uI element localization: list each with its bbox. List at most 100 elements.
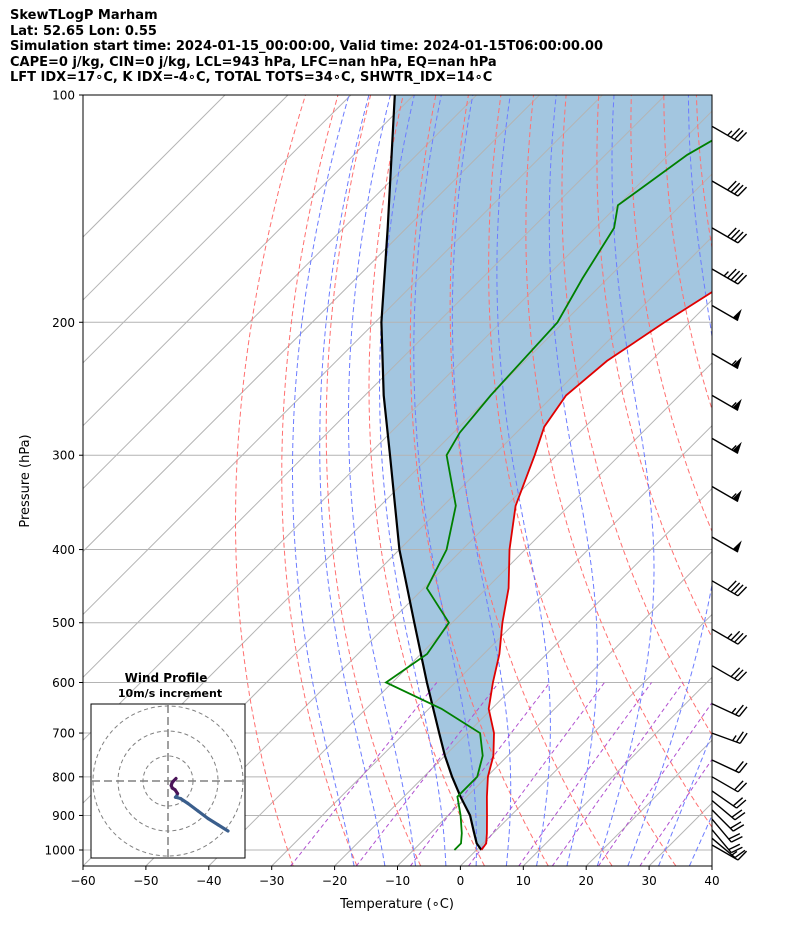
dry-adiabat (663, 95, 712, 411)
barb-flag (728, 843, 741, 851)
isotherm-line (83, 95, 415, 427)
moist-adiabats (292, 95, 712, 866)
barb-flag (737, 186, 748, 197)
barb-staff (711, 628, 739, 645)
mixing-ratio-line (409, 682, 551, 866)
barb-flag (732, 824, 745, 832)
mixing-ratio-line (290, 682, 438, 866)
barb-pennant (732, 540, 742, 552)
barb-flag (730, 270, 741, 281)
isotherm-line (83, 95, 603, 616)
barb-flag (727, 227, 737, 238)
isotherm-line (83, 95, 226, 238)
x-tick-label: 40 (704, 874, 719, 888)
wind-barb (711, 304, 742, 322)
moist-adiabat (413, 95, 477, 866)
wind-barb (711, 180, 748, 197)
dry-adiabat (325, 95, 422, 866)
dry-adiabat (525, 95, 712, 829)
barb-flag (738, 706, 748, 717)
isotherm-line (83, 95, 289, 301)
barb-flag (734, 780, 744, 791)
wind-barb (711, 394, 742, 412)
isotherm-line (711, 865, 712, 866)
barb-half-flag (727, 130, 733, 136)
stability-indices-1: CAPE=0 j/kg, CIN=0 j/kg, LCL=943 hPa, LF… (10, 54, 497, 70)
wind-barb (711, 352, 742, 370)
barb-flag (737, 586, 748, 597)
wind-barb (711, 790, 747, 809)
barb-flag (732, 797, 744, 807)
barb-half-flag (727, 633, 733, 639)
x-tick-label: 30 (641, 874, 656, 888)
barb-flag (727, 580, 737, 591)
hodograph-inset: Wind Profile 10m/s increment (90, 671, 246, 859)
barb-pennant (732, 441, 742, 454)
barb-half-flag (732, 735, 737, 742)
moist-adiabat (658, 731, 712, 866)
barb-staff (711, 844, 739, 861)
barb-flag (734, 584, 744, 595)
hodograph-segment (206, 816, 220, 827)
wind-barb (711, 731, 748, 745)
mixing-ratio-line (551, 682, 684, 866)
y-tick-label: 700 (52, 727, 75, 741)
barb-flag (730, 821, 742, 829)
wind-barbs (711, 125, 748, 861)
x-tick-label: −50 (133, 874, 158, 888)
chart-header: SkewTLogP Marham Lat: 52.65 Lon: 0.55 Si… (10, 8, 603, 86)
moist-adiabat (378, 95, 447, 866)
isotherm-line (208, 362, 712, 866)
barb-pennant (732, 489, 742, 502)
moist-adiabat (319, 95, 386, 866)
moist-adiabat (548, 95, 598, 866)
barb-half-flag (731, 401, 737, 408)
barb-flag (727, 268, 737, 279)
hodograph-title: Wind Profile (125, 671, 208, 685)
x-tick-label: −30 (259, 874, 284, 888)
barb-flag (735, 731, 744, 743)
wind-barb (711, 580, 748, 597)
barb-flag (736, 799, 747, 809)
dry-adiabat (449, 95, 613, 866)
barb-staff (711, 580, 739, 597)
wind-barb (711, 759, 748, 774)
barb-half-flag (731, 707, 737, 714)
barb-flag (735, 760, 744, 772)
barb-flag (739, 732, 748, 744)
y-tick-label: 1000 (44, 844, 75, 858)
barb-flag (738, 762, 748, 774)
wind-barb (711, 837, 746, 859)
dry-adiabat (596, 95, 712, 639)
isotherm-line (145, 299, 712, 866)
barb-flag (731, 809, 743, 818)
wind-barb (711, 665, 748, 682)
barb-pennant (732, 398, 742, 411)
simulation-times: Simulation start time: 2024-01-15_00:00:… (10, 39, 603, 55)
wind-barb (711, 227, 748, 244)
moist-adiabat (496, 95, 551, 866)
barb-staff (711, 732, 741, 745)
hodograph-segment (216, 823, 230, 833)
isotherm-line (83, 95, 352, 364)
barb-pennant (732, 356, 742, 369)
barb-flag (734, 811, 746, 821)
wind-barb (711, 536, 742, 553)
parcel-profile (380, 95, 483, 851)
y-tick-label: 900 (52, 809, 75, 823)
hodograph-segment (196, 809, 210, 821)
barb-flag (734, 231, 744, 242)
moist-adiabat (292, 95, 355, 866)
barb-flag (730, 667, 741, 678)
y-tick-label: 400 (52, 543, 75, 557)
wind-barb (711, 818, 743, 843)
x-tick-label: −60 (70, 874, 95, 888)
dry-adiabat (762, 95, 794, 866)
y-tick-label: 100 (52, 89, 75, 103)
x-tick-label: −40 (196, 874, 221, 888)
hodograph-rings (92, 705, 244, 857)
wind-barb (711, 437, 742, 455)
y-axis-label: Pressure (hPa) (18, 434, 33, 527)
station-location: Lat: 52.65 Lon: 0.55 (10, 23, 157, 39)
